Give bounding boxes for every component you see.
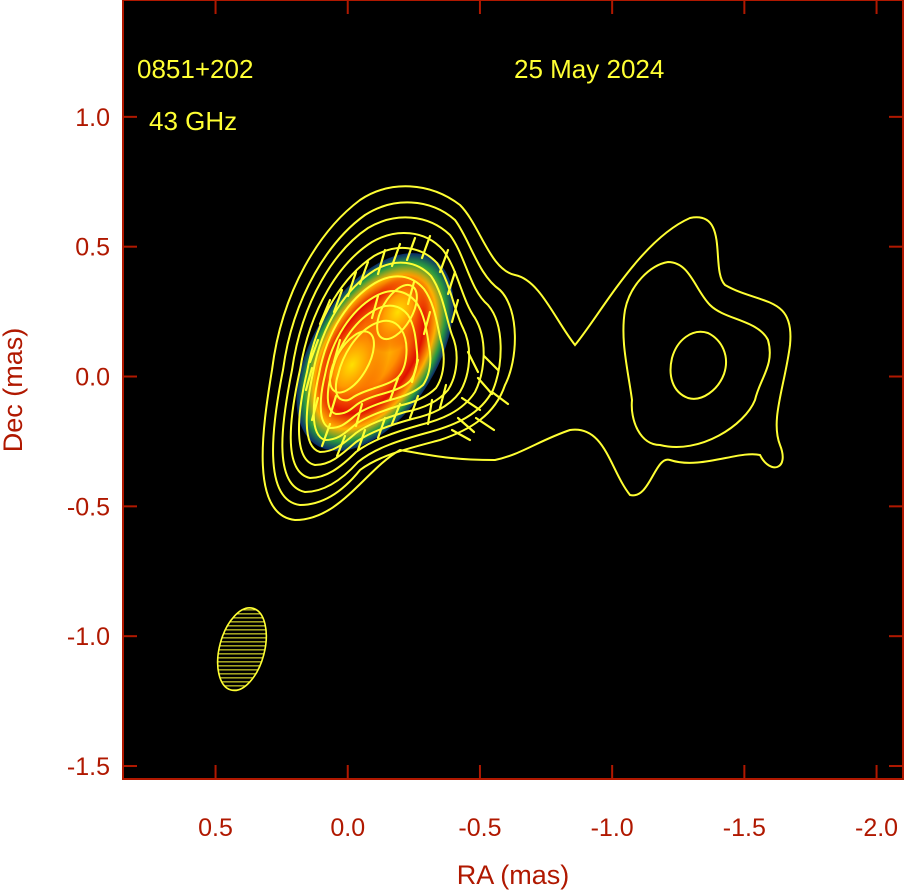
x-axis-title: RA (mas): [457, 860, 570, 890]
contour-10: [334, 319, 408, 402]
contour-3: [281, 216, 502, 494]
y-axis-title: Dec (mas): [0, 328, 28, 453]
x-tick-label: -0.5: [458, 814, 501, 842]
core-inner-contour: [329, 330, 375, 394]
x-tick-label: 0.5: [198, 814, 233, 842]
jet-contour-3: [669, 330, 727, 400]
plot-frame: [122, 0, 904, 780]
x-tick-label: 0.0: [330, 814, 365, 842]
y-axis: 1.0 0.5 0.0 -0.5 -1.0 -1.5: [67, 104, 903, 781]
plot-area: [123, 0, 903, 779]
contour-6: [305, 261, 458, 454]
y-tick-label: 0.5: [75, 234, 110, 262]
x-tick-label: -1.5: [723, 814, 766, 842]
beam-outline: [216, 607, 268, 692]
y-tick-label: 1.0: [75, 104, 110, 132]
y-tick-label: -1.0: [67, 623, 110, 651]
x-axis: 0.5 0.0 -0.5 -1.0 -1.5 -2.0: [198, 0, 898, 842]
x-tick-label: -1.0: [591, 814, 634, 842]
observation-date-label: 25 May 2024: [514, 54, 664, 84]
outer-contour: [261, 185, 792, 522]
contour-2: [272, 201, 516, 507]
contour-7: [312, 275, 445, 442]
y-tick-label: -0.5: [67, 493, 110, 521]
frequency-label: 43 GHz: [149, 106, 237, 136]
polarization-vectors: [304, 234, 510, 458]
contour-8: [319, 290, 432, 430]
y-tick-label: 0.0: [75, 364, 110, 392]
contour-4: [289, 232, 485, 480]
x-tick-label: -2.0: [855, 814, 898, 842]
y-tick-label: -1.5: [67, 753, 110, 781]
jet-contour-2: [622, 260, 771, 448]
source-name-label: 0851+202: [137, 54, 253, 84]
